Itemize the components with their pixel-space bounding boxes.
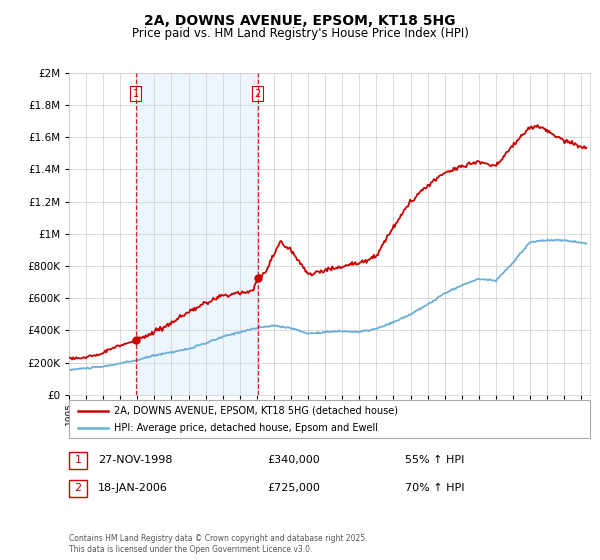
Text: 2A, DOWNS AVENUE, EPSOM, KT18 5HG (detached house): 2A, DOWNS AVENUE, EPSOM, KT18 5HG (detac… [114, 405, 398, 416]
Text: 27-NOV-1998: 27-NOV-1998 [98, 455, 172, 465]
Text: 2A, DOWNS AVENUE, EPSOM, KT18 5HG: 2A, DOWNS AVENUE, EPSOM, KT18 5HG [144, 14, 456, 28]
Text: 1: 1 [74, 455, 82, 465]
Text: 55% ↑ HPI: 55% ↑ HPI [405, 455, 464, 465]
Text: 18-JAN-2006: 18-JAN-2006 [98, 483, 167, 493]
Text: HPI: Average price, detached house, Epsom and Ewell: HPI: Average price, detached house, Epso… [114, 423, 378, 433]
Text: 2: 2 [254, 88, 261, 99]
Text: 1: 1 [133, 88, 139, 99]
Text: 2: 2 [74, 483, 82, 493]
Text: £340,000: £340,000 [267, 455, 320, 465]
Text: Contains HM Land Registry data © Crown copyright and database right 2025.
This d: Contains HM Land Registry data © Crown c… [69, 534, 367, 554]
Text: £725,000: £725,000 [267, 483, 320, 493]
Text: Price paid vs. HM Land Registry's House Price Index (HPI): Price paid vs. HM Land Registry's House … [131, 27, 469, 40]
Text: 70% ↑ HPI: 70% ↑ HPI [405, 483, 464, 493]
Bar [136, 73, 257, 395]
